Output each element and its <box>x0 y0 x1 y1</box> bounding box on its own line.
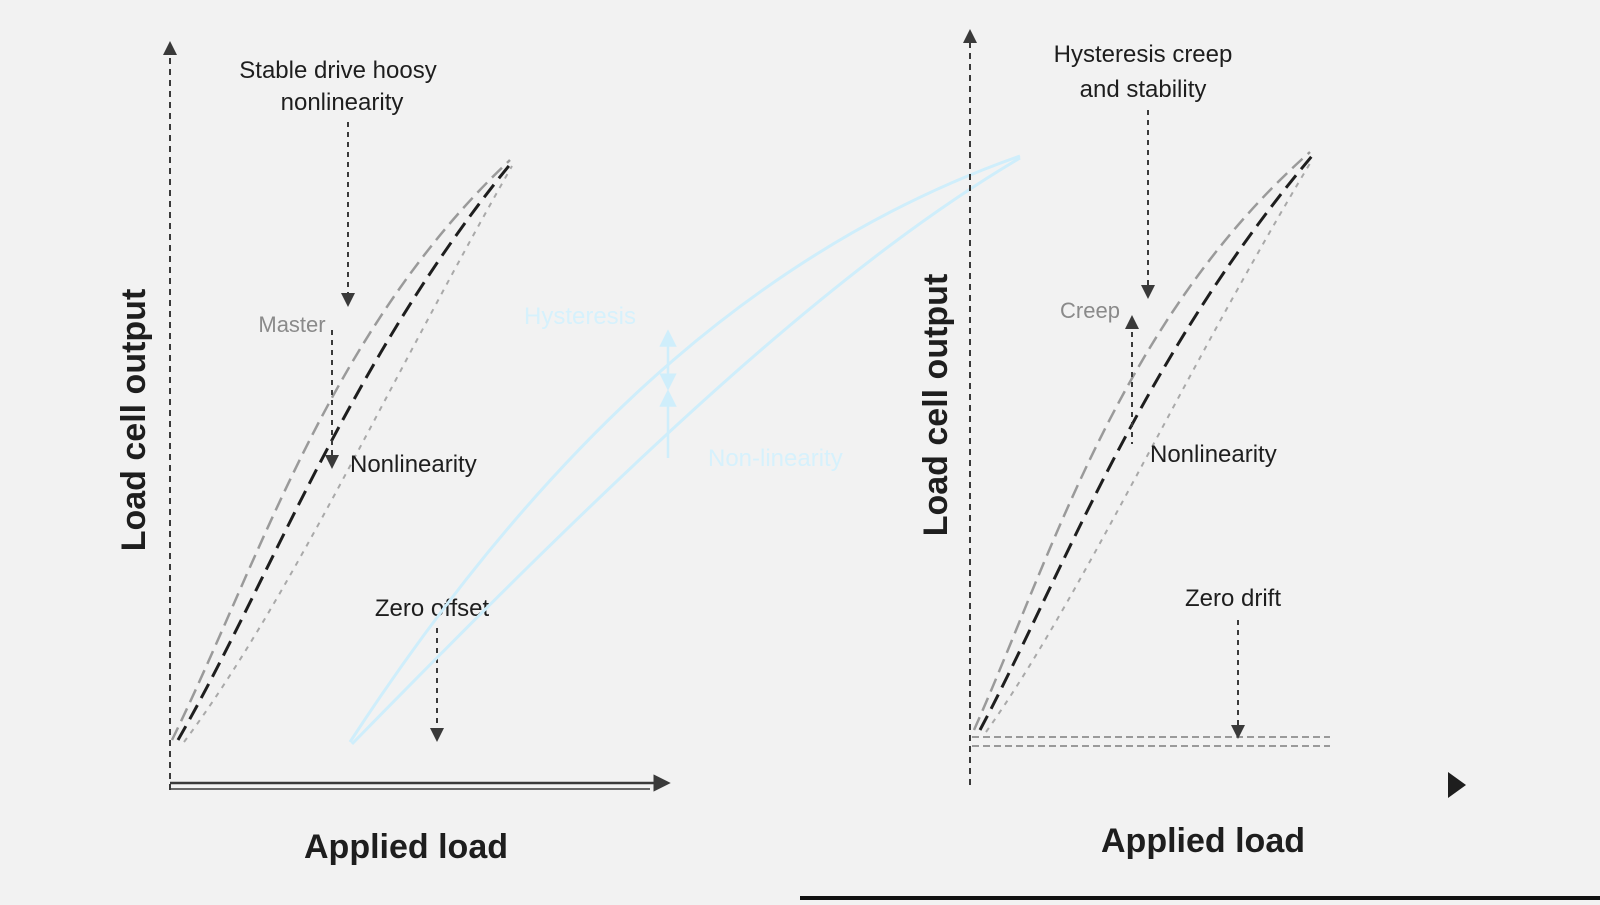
nonlinearity-label: Non-linearity <box>708 445 843 472</box>
left-lower-label: Nonlinearity <box>350 451 477 478</box>
left-x-axis-label: Applied load <box>304 828 508 866</box>
hysteresis-label: Hysteresis <box>524 303 636 330</box>
hysteresis-lower-curve <box>350 156 1021 746</box>
right-y-axis-label: Load cell output <box>917 274 955 537</box>
left-mid-label: Master <box>258 312 325 337</box>
right-x-axis-arrowhead <box>1448 772 1466 798</box>
right-lower-gray-curve <box>985 159 1313 733</box>
right-panel: Hysteresis creep and stability Creep Non… <box>917 29 1466 860</box>
right-zero-label: Zero drift <box>1185 585 1281 612</box>
left-y-axis-label: Load cell output <box>115 289 153 552</box>
left-upper-gray-curve <box>170 159 511 741</box>
hysteresis-overlay: Hysteresis Non-linearity <box>348 154 1021 746</box>
left-top-callout-line2: nonlinearity <box>281 89 404 116</box>
right-top-callout-line1: Hysteresis creep <box>1054 41 1233 68</box>
left-panel: Stable drive hoosy nonlinearity Master N… <box>115 41 671 866</box>
bottom-edge-bar <box>800 896 1600 900</box>
left-lower-gray-curve <box>183 165 513 743</box>
right-lower-label: Nonlinearity <box>1150 441 1277 468</box>
right-mid-label: Creep <box>1060 298 1120 323</box>
right-upper-gray-curve <box>972 151 1311 731</box>
right-top-callout-line2: and stability <box>1080 76 1207 103</box>
left-top-callout-line1: Stable drive hoosy <box>239 57 436 84</box>
right-x-axis-label: Applied load <box>1101 822 1305 860</box>
left-zero-label: Zero offset <box>375 595 490 622</box>
left-main-black-curve <box>176 161 514 741</box>
right-main-black-curve <box>978 155 1314 731</box>
